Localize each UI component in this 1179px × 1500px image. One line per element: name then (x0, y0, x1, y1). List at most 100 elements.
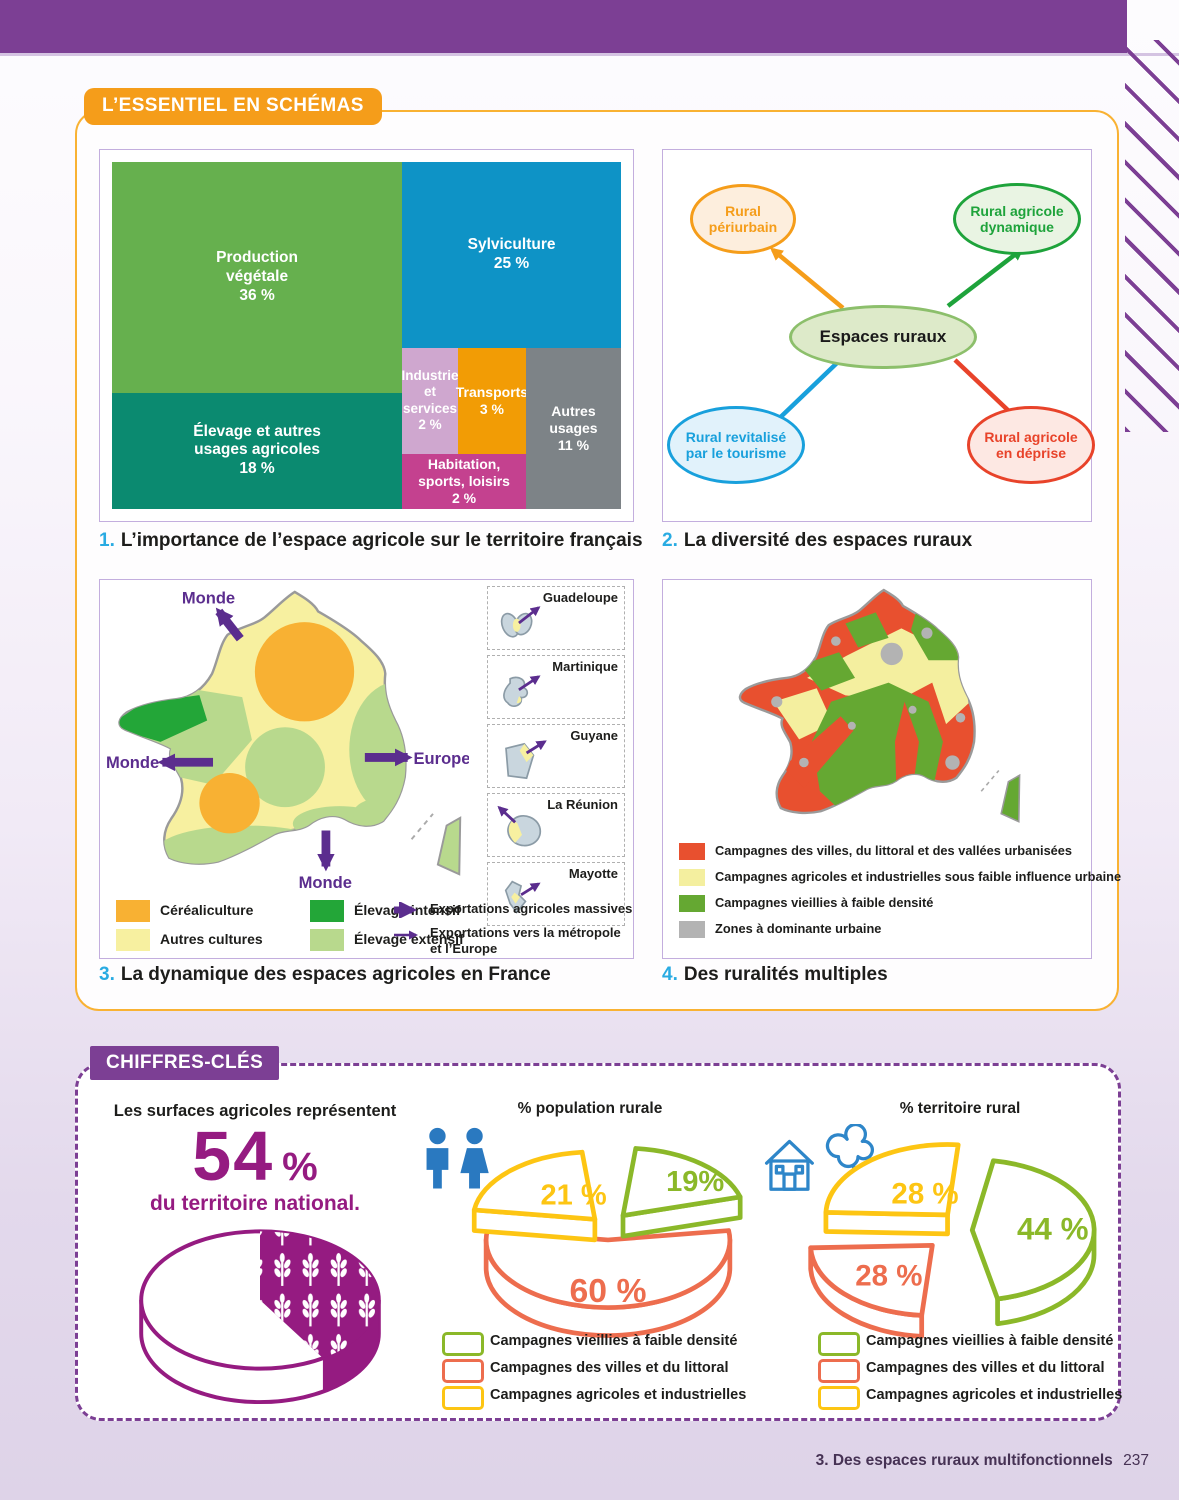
domtom-mayotte: Mayotte (487, 862, 625, 926)
treemap-cell-production-vegetale: Production végétale 36 % (112, 162, 403, 393)
stat-percent-sign: % (282, 1145, 318, 1189)
legend-chip-red (818, 1359, 860, 1383)
treemap: Production végétale 36 % Élevage et autr… (112, 162, 621, 509)
big-arrow-icon (394, 902, 417, 918)
legend-label: Campagnes des villes, du littoral et des… (715, 843, 1073, 858)
figure4-number: 4. (662, 964, 678, 985)
france-agriculture-map: Monde Monde Europe Monde (106, 589, 469, 892)
surface-stat-subtitle: du territoire national. (149, 1192, 361, 1215)
figure4-map-box: Campagnes des villes, du littoral et des… (662, 579, 1121, 959)
population-pie-chart: 21 % 19% 60 % (471, 1146, 743, 1338)
corsica (436, 816, 462, 876)
treemap-cell-sylviculture: Sylviculture 25 % (402, 162, 621, 348)
figure2-number: 2. (662, 530, 678, 551)
legend-label: Zones à dominante urbaine (715, 921, 882, 936)
treemap-cell-habitation: Habitation, sports, loisirs 2 % (402, 454, 526, 509)
map3-patches (119, 622, 406, 864)
footer-chapter-number: 3. (815, 1452, 829, 1469)
treemap-right-bottom: Industrie et services 2 % Transports 3 %… (401, 347, 621, 509)
legend-label: Campagnes des villes et du littoral (866, 1360, 1105, 1376)
domtom-label: Guyane (570, 728, 618, 743)
la-reunion-island-icon (497, 805, 542, 847)
footer-page-number: 237 (1123, 1452, 1149, 1469)
population-pie-title: % population rurale (517, 1100, 663, 1117)
node-rural-agricole-dynamique: Rural agricole dynamique (953, 183, 1081, 255)
figure2-diagram-box: Rural périurbain Rural agricole dynamiqu… (662, 149, 1095, 522)
export-arrow-north (215, 607, 244, 642)
legend-label-autres-cultures: Autres cultures (160, 931, 263, 947)
figure3-caption: 3. La dynamique des espaces agricoles en … (99, 964, 551, 986)
domtom-guadeloupe: Guadeloupe (487, 586, 625, 650)
treemap-cell-industrie-services: Industrie et services 2 % (401, 347, 459, 455)
legend-label-exportations-massives: Exportations agricoles massives (430, 901, 633, 916)
green-slice-19pct (620, 1146, 743, 1218)
pie-wedge-wall (322, 1300, 379, 1392)
figure4-caption-text: Des ruralités multiples (683, 964, 888, 985)
treemap-cell-autres-usages: Autres usages 11 % (525, 347, 621, 509)
domtom-martinique: Martinique (487, 655, 625, 719)
essentials-panel: Production végétale 36 % Élevage et autr… (75, 110, 1121, 1011)
figure1-caption: 1. L’importance de l’espace agricole sur … (99, 530, 643, 552)
wheat-pattern-overlay (260, 1231, 379, 1359)
mayotte-island-icon (504, 880, 541, 914)
legend-label: Campagnes agricoles et industrielles (490, 1387, 747, 1403)
domtom-la-reunion: La Réunion (487, 793, 625, 857)
legend-label: Campagnes vieillies à faible densité (866, 1333, 1114, 1349)
legend-chip-zones-urbaines (679, 921, 705, 938)
figure3-caption-text: La dynamique des espaces agricoles en Fr… (120, 964, 551, 985)
corner-stripes-decoration (1125, 40, 1179, 432)
label-28pct-red: 28 % (855, 1259, 922, 1292)
label-60pct: 60 % (570, 1272, 647, 1310)
domtom-label: Guadeloupe (542, 590, 618, 605)
domtom-label: Martinique (552, 659, 618, 674)
page-footer: 3. Des espaces ruraux multifonctionnels … (0, 1452, 1149, 1470)
red-slice-28pct (808, 1242, 935, 1318)
treemap-cell-transports: Transports 3 % (456, 347, 528, 455)
corsica (1000, 773, 1021, 823)
top-bar-underline (0, 53, 1179, 56)
label-44pct: 44 % (1017, 1212, 1089, 1247)
treemap-sub-column: Industrie et services 2 % Transports 3 %… (401, 347, 528, 509)
label-19pct: 19% (666, 1166, 724, 1198)
treemap-right-column: Sylviculture 25 % Industrie et services … (401, 162, 621, 509)
surface-stat-value: 54% (105, 1116, 405, 1196)
legend-chip-green (442, 1332, 484, 1356)
legend-chip-green (818, 1332, 860, 1356)
france-ruralites-map (738, 588, 1021, 823)
label-monde-left: Monde (106, 753, 159, 772)
figure3-legend: Céréaliculture Autres cultures Élevage i… (114, 898, 632, 956)
figure4-caption: 4. Des ruralités multiples (662, 964, 888, 986)
figure3-map-box: Monde Monde Europe Monde Guadeloupe (99, 579, 634, 959)
legend-chip-campagnes-vieillies (679, 895, 705, 912)
figure1-treemap-box: Production végétale 36 % Élevage et autr… (99, 149, 634, 522)
green-slice-44pct (969, 1158, 1097, 1302)
treemap-sub-row: Industrie et services 2 % Transports 3 % (401, 347, 528, 455)
legend-label-exportations-metropole: Exportations vers la métropole et l’Euro… (430, 925, 621, 956)
domtom-label: La Réunion (547, 797, 618, 812)
legend-label-elevage-extensif: Élevage extensif (354, 931, 464, 947)
node-rural-revitalise-tourisme: Rural revitalisé par le tourisme (667, 406, 805, 484)
orange-slice-60pct (483, 1228, 733, 1310)
arrow-to-periurbain (769, 247, 845, 310)
figure3-number: 3. (99, 964, 115, 985)
top-purple-bar (0, 0, 1127, 53)
node-rural-agricole-deprise: Rural agricole en déprise (967, 406, 1095, 484)
guadeloupe-island-icon (500, 606, 541, 638)
legend-label: Campagnes vieillies à faible densité (715, 895, 934, 910)
node-rural-periurbain: Rural périurbain (690, 184, 796, 254)
label-monde-top: Monde (182, 589, 235, 608)
treemap-cell-elevage: Élevage et autres usages agricoles 18 % (112, 392, 403, 509)
section-tag-essentiel: L’ESSENTIEL EN SCHÉMAS (84, 88, 382, 125)
treemap-left-column: Production végétale 36 % Élevage et autr… (112, 162, 403, 509)
stat-54: 54 (192, 1117, 275, 1195)
surface-stat-intro: Les surfaces agricoles représentent (113, 1102, 397, 1120)
node-espaces-ruraux: Espaces ruraux (789, 305, 977, 369)
legend-chip-yellow (818, 1386, 860, 1410)
legend-chip-autres-cultures (116, 929, 150, 951)
domtom-guyane: Guyane (487, 724, 625, 788)
legend-chip-elevage-intensif (310, 900, 344, 922)
yellow-slice-28pct (823, 1142, 961, 1218)
figure2-caption: 2. La diversité des espaces ruraux (662, 530, 972, 552)
territory-pie-title: % territoire rural (899, 1100, 1021, 1117)
